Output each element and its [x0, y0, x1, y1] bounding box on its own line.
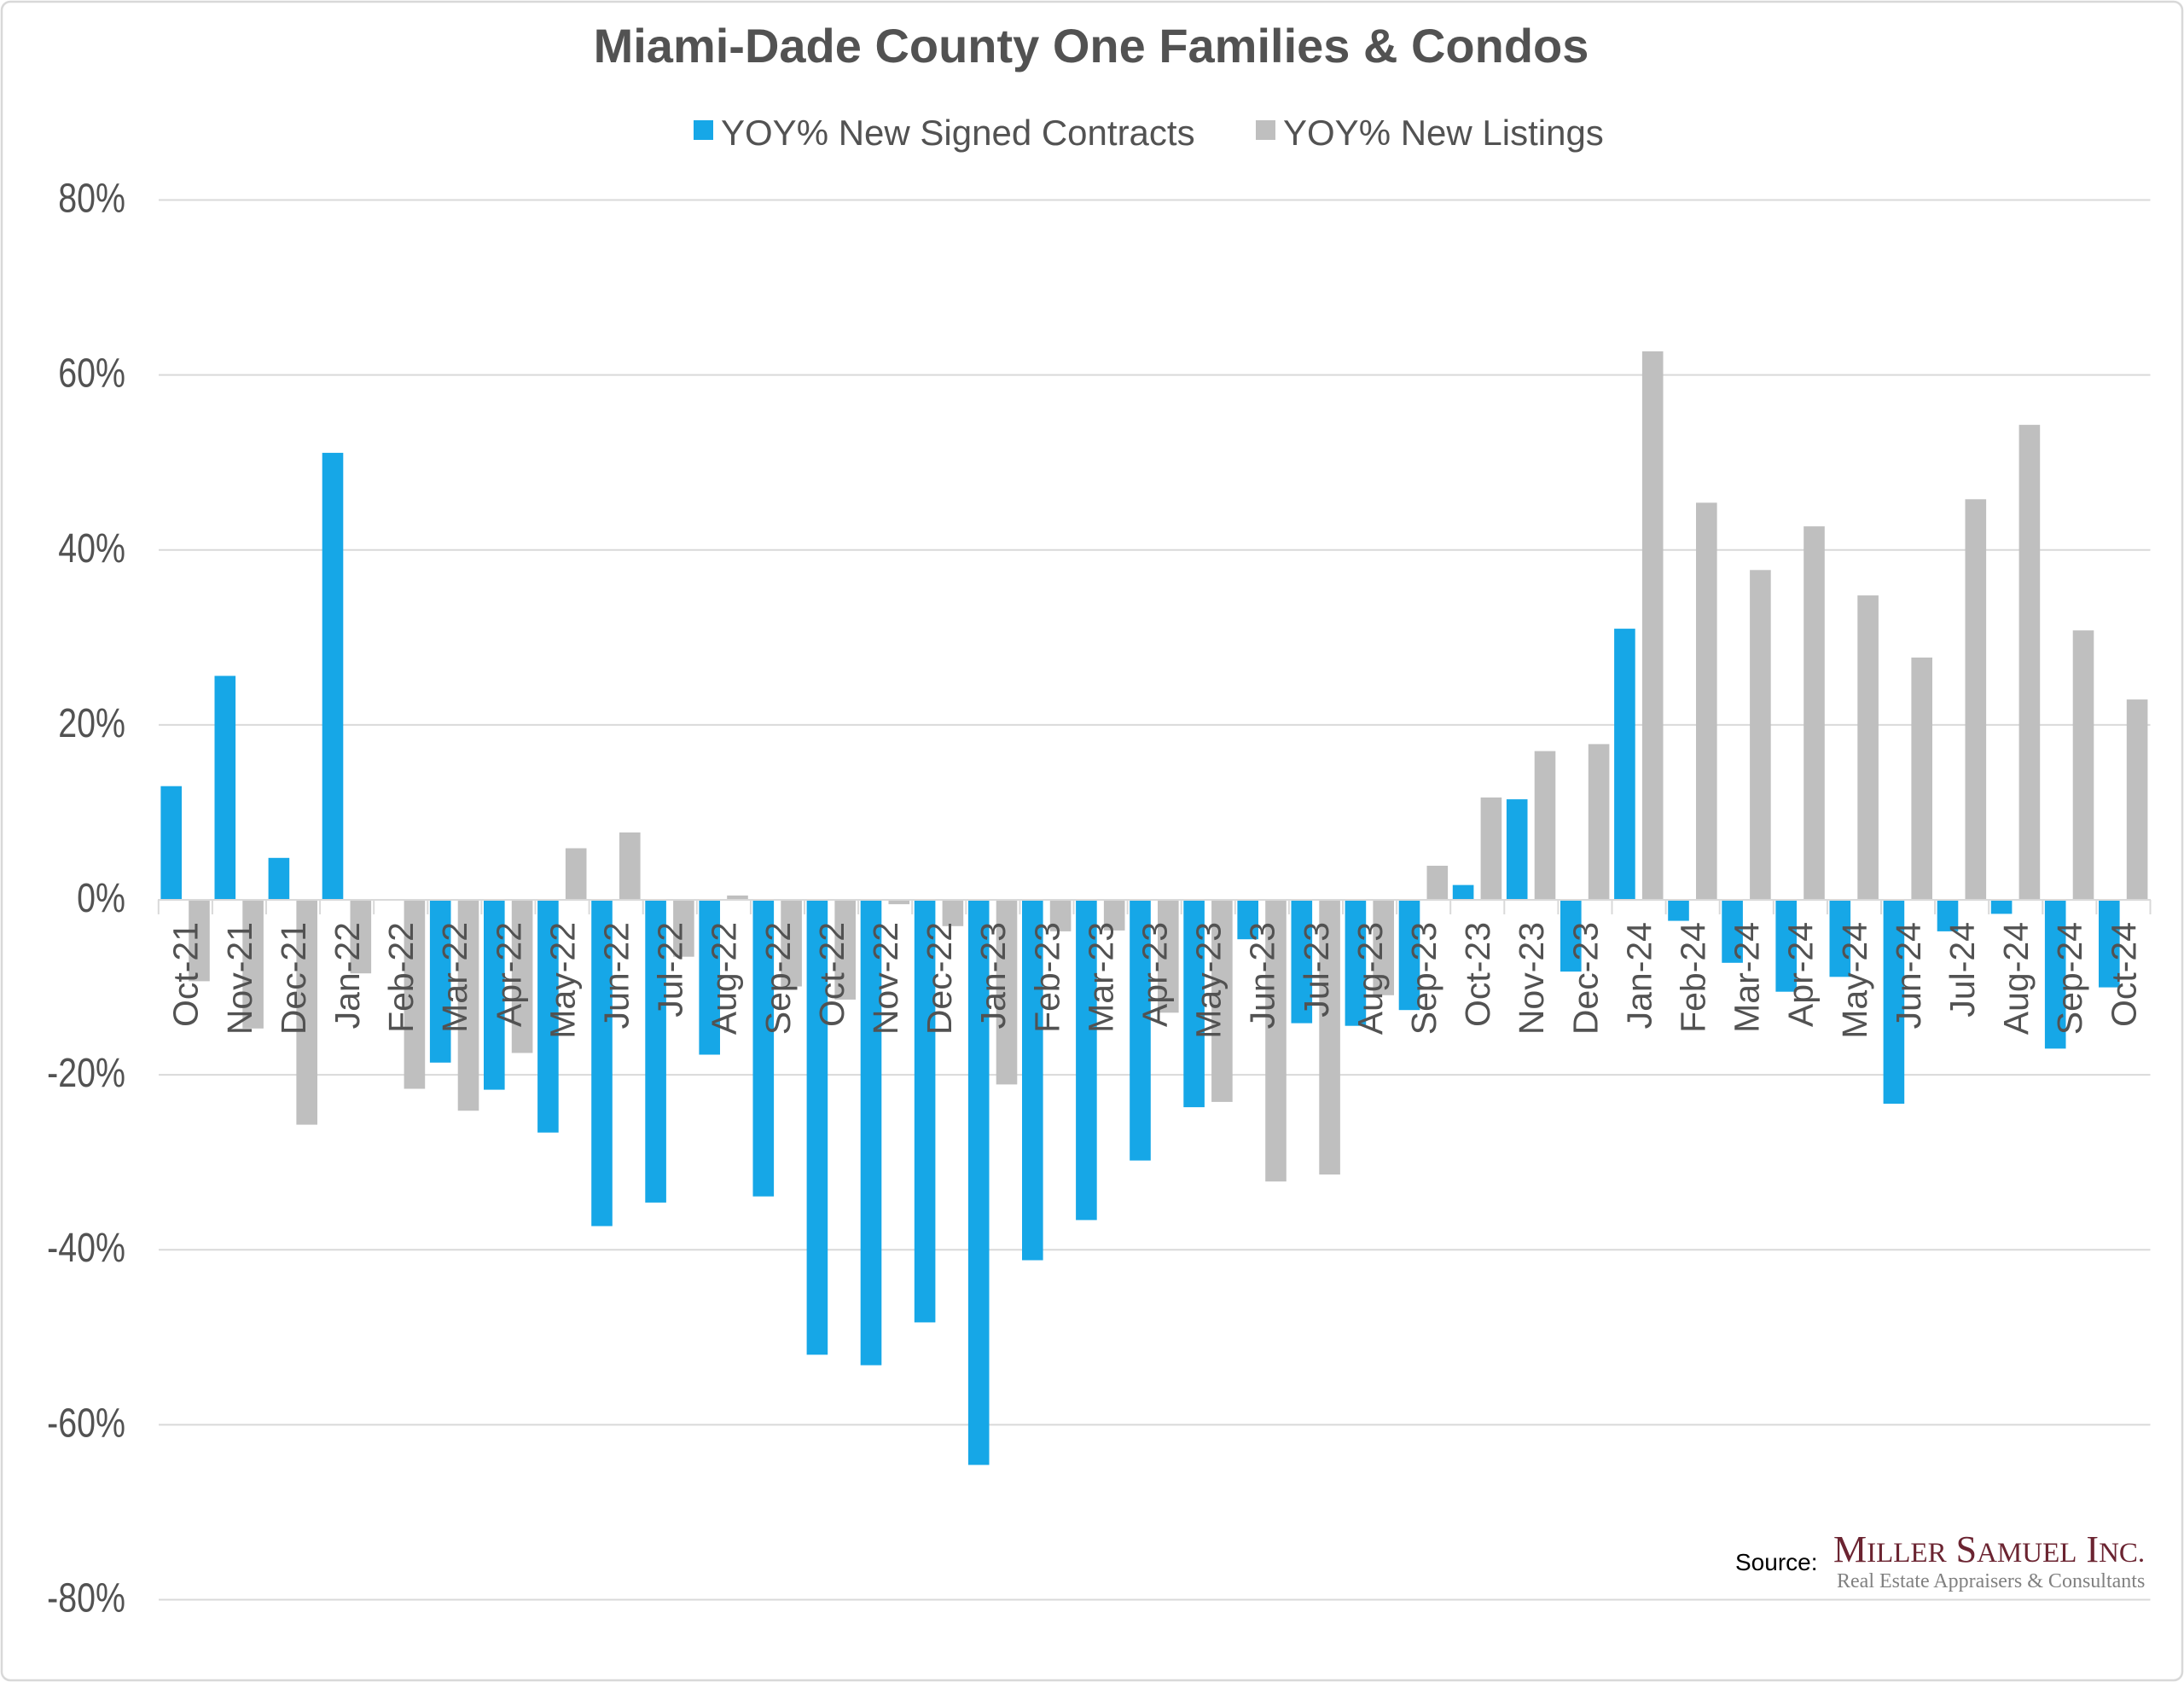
- svg-text:Sep-22: Sep-22: [758, 922, 798, 1035]
- svg-text:Nov-22: Nov-22: [866, 922, 905, 1035]
- svg-text:Oct-21: Oct-21: [166, 922, 206, 1027]
- svg-text:Mar-22: Mar-22: [435, 922, 474, 1033]
- svg-text:Jul-24: Jul-24: [1943, 922, 1982, 1018]
- svg-text:YOY% New Listings: YOY% New Listings: [1283, 113, 1604, 153]
- svg-text:Oct-24: Oct-24: [2104, 922, 2143, 1027]
- svg-text:Real Estate Appraisers & Consu: Real Estate Appraisers & Consultants: [1837, 1570, 2145, 1592]
- svg-text:40%: 40%: [58, 525, 125, 571]
- svg-text:80%: 80%: [58, 176, 125, 222]
- svg-text:Jan-23: Jan-23: [973, 922, 1013, 1029]
- svg-text:-80%: -80%: [47, 1575, 125, 1621]
- svg-text:May-23: May-23: [1189, 922, 1228, 1039]
- svg-text:Dec-21: Dec-21: [274, 922, 313, 1035]
- svg-text:Aug-22: Aug-22: [705, 922, 744, 1035]
- svg-text:20%: 20%: [58, 700, 125, 746]
- svg-text:Dec-22: Dec-22: [920, 922, 959, 1035]
- svg-text:-20%: -20%: [47, 1050, 125, 1096]
- svg-text:May-22: May-22: [543, 922, 582, 1039]
- svg-text:Nov-21: Nov-21: [220, 922, 259, 1035]
- svg-text:60%: 60%: [58, 351, 125, 397]
- svg-text:Jan-24: Jan-24: [1619, 922, 1658, 1029]
- svg-text:Aug-24: Aug-24: [1996, 922, 2036, 1035]
- svg-text:Feb-23: Feb-23: [1027, 922, 1066, 1033]
- svg-text:Jun-23: Jun-23: [1243, 922, 1282, 1029]
- svg-text:Oct-22: Oct-22: [812, 922, 851, 1027]
- svg-text:Mar-23: Mar-23: [1081, 922, 1120, 1033]
- svg-text:Miami-Dade County One Families: Miami-Dade County One Families & Condos: [594, 19, 1589, 72]
- svg-text:Jun-22: Jun-22: [597, 922, 636, 1029]
- svg-text:-40%: -40%: [47, 1226, 125, 1272]
- svg-text:Feb-22: Feb-22: [381, 922, 421, 1033]
- svg-text:Aug-23: Aug-23: [1350, 922, 1390, 1035]
- svg-text:May-24: May-24: [1835, 922, 1874, 1039]
- svg-text:Nov-23: Nov-23: [1512, 922, 1551, 1035]
- svg-text:-60%: -60%: [47, 1401, 125, 1447]
- svg-text:Apr-22: Apr-22: [489, 922, 528, 1027]
- svg-text:Jun-24: Jun-24: [1889, 922, 1928, 1029]
- svg-text:0%: 0%: [77, 875, 125, 921]
- svg-text:Sep-24: Sep-24: [2050, 922, 2089, 1035]
- svg-text:Mar-24: Mar-24: [1728, 922, 1767, 1033]
- svg-text:Source:: Source:: [1735, 1549, 1818, 1575]
- svg-text:Jul-23: Jul-23: [1297, 922, 1336, 1018]
- svg-text:Jan-22: Jan-22: [328, 922, 367, 1029]
- svg-text:Jul-22: Jul-22: [651, 922, 690, 1018]
- svg-text:Feb-24: Feb-24: [1674, 922, 1713, 1033]
- svg-text:Oct-23: Oct-23: [1458, 922, 1497, 1027]
- svg-text:Apr-24: Apr-24: [1781, 922, 1821, 1027]
- svg-text:Apr-23: Apr-23: [1136, 922, 1175, 1027]
- svg-text:Dec-23: Dec-23: [1565, 922, 1605, 1035]
- svg-text:Sep-23: Sep-23: [1404, 922, 1443, 1035]
- svg-text:YOY% New Signed Contracts: YOY% New Signed Contracts: [721, 113, 1195, 153]
